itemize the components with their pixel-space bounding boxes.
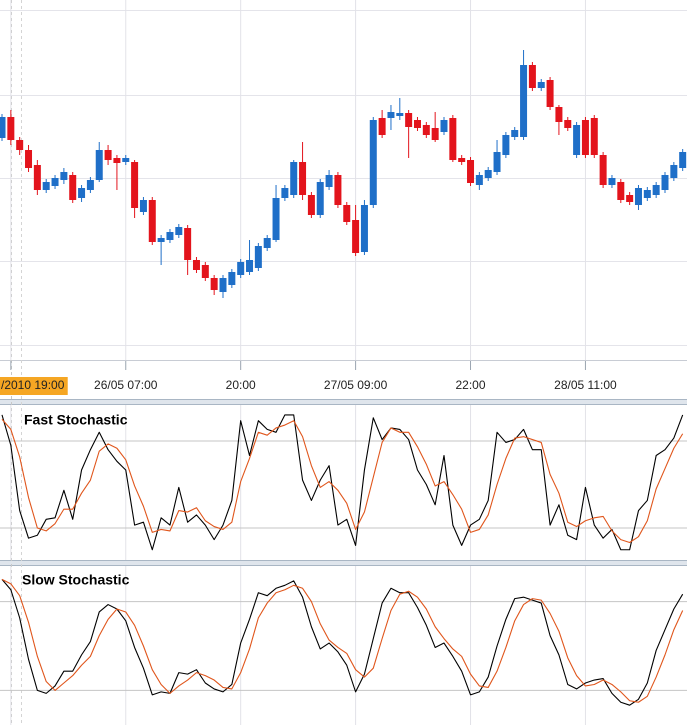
candle-body [670, 165, 678, 178]
candle-body [78, 188, 86, 198]
candle-body [378, 118, 386, 135]
stochastic-line [1, 579, 684, 706]
candle-body [484, 170, 492, 178]
candle-body [316, 182, 324, 215]
candle-body [334, 175, 342, 205]
candle-body [16, 140, 24, 150]
panel-title: Slow Stochastic [22, 572, 130, 588]
candle-body [122, 158, 130, 162]
candle-body [25, 150, 33, 168]
x-tick-label: 22:00 [456, 378, 486, 392]
candle-body [272, 198, 280, 240]
candle-body [7, 117, 15, 140]
candle-body [449, 118, 457, 160]
candle-body [564, 120, 572, 128]
separator [0, 399, 687, 405]
candle-body [458, 158, 466, 162]
candle-body [467, 160, 475, 183]
candle-body [626, 195, 634, 202]
candle-body [299, 162, 307, 195]
candle-body [528, 65, 536, 88]
candle-body [60, 172, 68, 180]
candle-body [246, 260, 254, 272]
candle-body [581, 120, 589, 155]
candle-body [422, 125, 430, 135]
candle-body [405, 113, 413, 127]
candle-body [493, 152, 501, 172]
price-grid [0, 10, 687, 346]
candle-body [520, 65, 528, 137]
candle-body [475, 175, 483, 185]
separator [0, 560, 687, 566]
candle-body [131, 162, 139, 208]
candle-body [360, 205, 368, 252]
x-tick-label: 27/05 09:00 [324, 378, 388, 392]
candle-body [113, 158, 121, 163]
stochastic-line [1, 418, 684, 544]
candle-body [555, 107, 563, 122]
current-time-highlight [0, 377, 68, 395]
candle-body [237, 262, 245, 275]
candle-body [201, 265, 209, 278]
candle-body [661, 175, 669, 190]
candle-body [396, 113, 404, 116]
x-tick-label: 26/05 07:00 [94, 378, 158, 392]
candle-body [352, 220, 360, 253]
candle-body [263, 238, 271, 248]
candle-body [51, 178, 59, 186]
candle-body [634, 188, 642, 205]
candle-body [139, 200, 147, 212]
candle-body [104, 150, 112, 160]
candle-body [166, 232, 174, 240]
candle-body [387, 112, 395, 118]
candle-body [254, 246, 262, 268]
candle-body [679, 152, 687, 168]
candle-body [0, 117, 6, 138]
candle-body [95, 150, 103, 180]
candle-body [617, 182, 625, 200]
candle-body [537, 82, 545, 88]
candle-body [643, 190, 651, 198]
candle-body [157, 238, 165, 242]
candle-body [192, 260, 200, 270]
candle-body [343, 205, 351, 222]
stochastic-line [1, 578, 684, 703]
candle-body [184, 228, 192, 260]
candle-body [148, 200, 156, 242]
candle-body [573, 125, 581, 155]
candle-body [652, 185, 660, 195]
candle-body [175, 227, 183, 235]
candle-body [228, 272, 236, 285]
candle-body [307, 195, 315, 215]
x-tick-label: 28/05 11:00 [554, 378, 617, 392]
candle-body [33, 165, 41, 190]
candle-body [281, 188, 289, 198]
panel-title: Fast Stochastic [24, 412, 128, 428]
candle-body [369, 120, 377, 205]
candle-body [511, 130, 519, 137]
candle-body [86, 180, 94, 190]
candle-body [608, 178, 616, 185]
candle-body [546, 80, 554, 107]
candle-body [42, 182, 50, 190]
candle-body [219, 278, 227, 292]
candle-body [440, 120, 448, 132]
candle-body [590, 118, 598, 155]
candle-body [290, 162, 298, 195]
candle-body [413, 120, 421, 128]
candle-body [599, 155, 607, 185]
candle-body [431, 128, 439, 140]
x-tick-label: 20:00 [226, 378, 256, 392]
stochastic-line [1, 414, 684, 551]
candle-body [502, 135, 510, 155]
candle-body [325, 175, 333, 187]
x-tick-label: /2010 19:00 [1, 378, 65, 392]
candle-body [69, 175, 77, 200]
candle-body [210, 278, 218, 290]
